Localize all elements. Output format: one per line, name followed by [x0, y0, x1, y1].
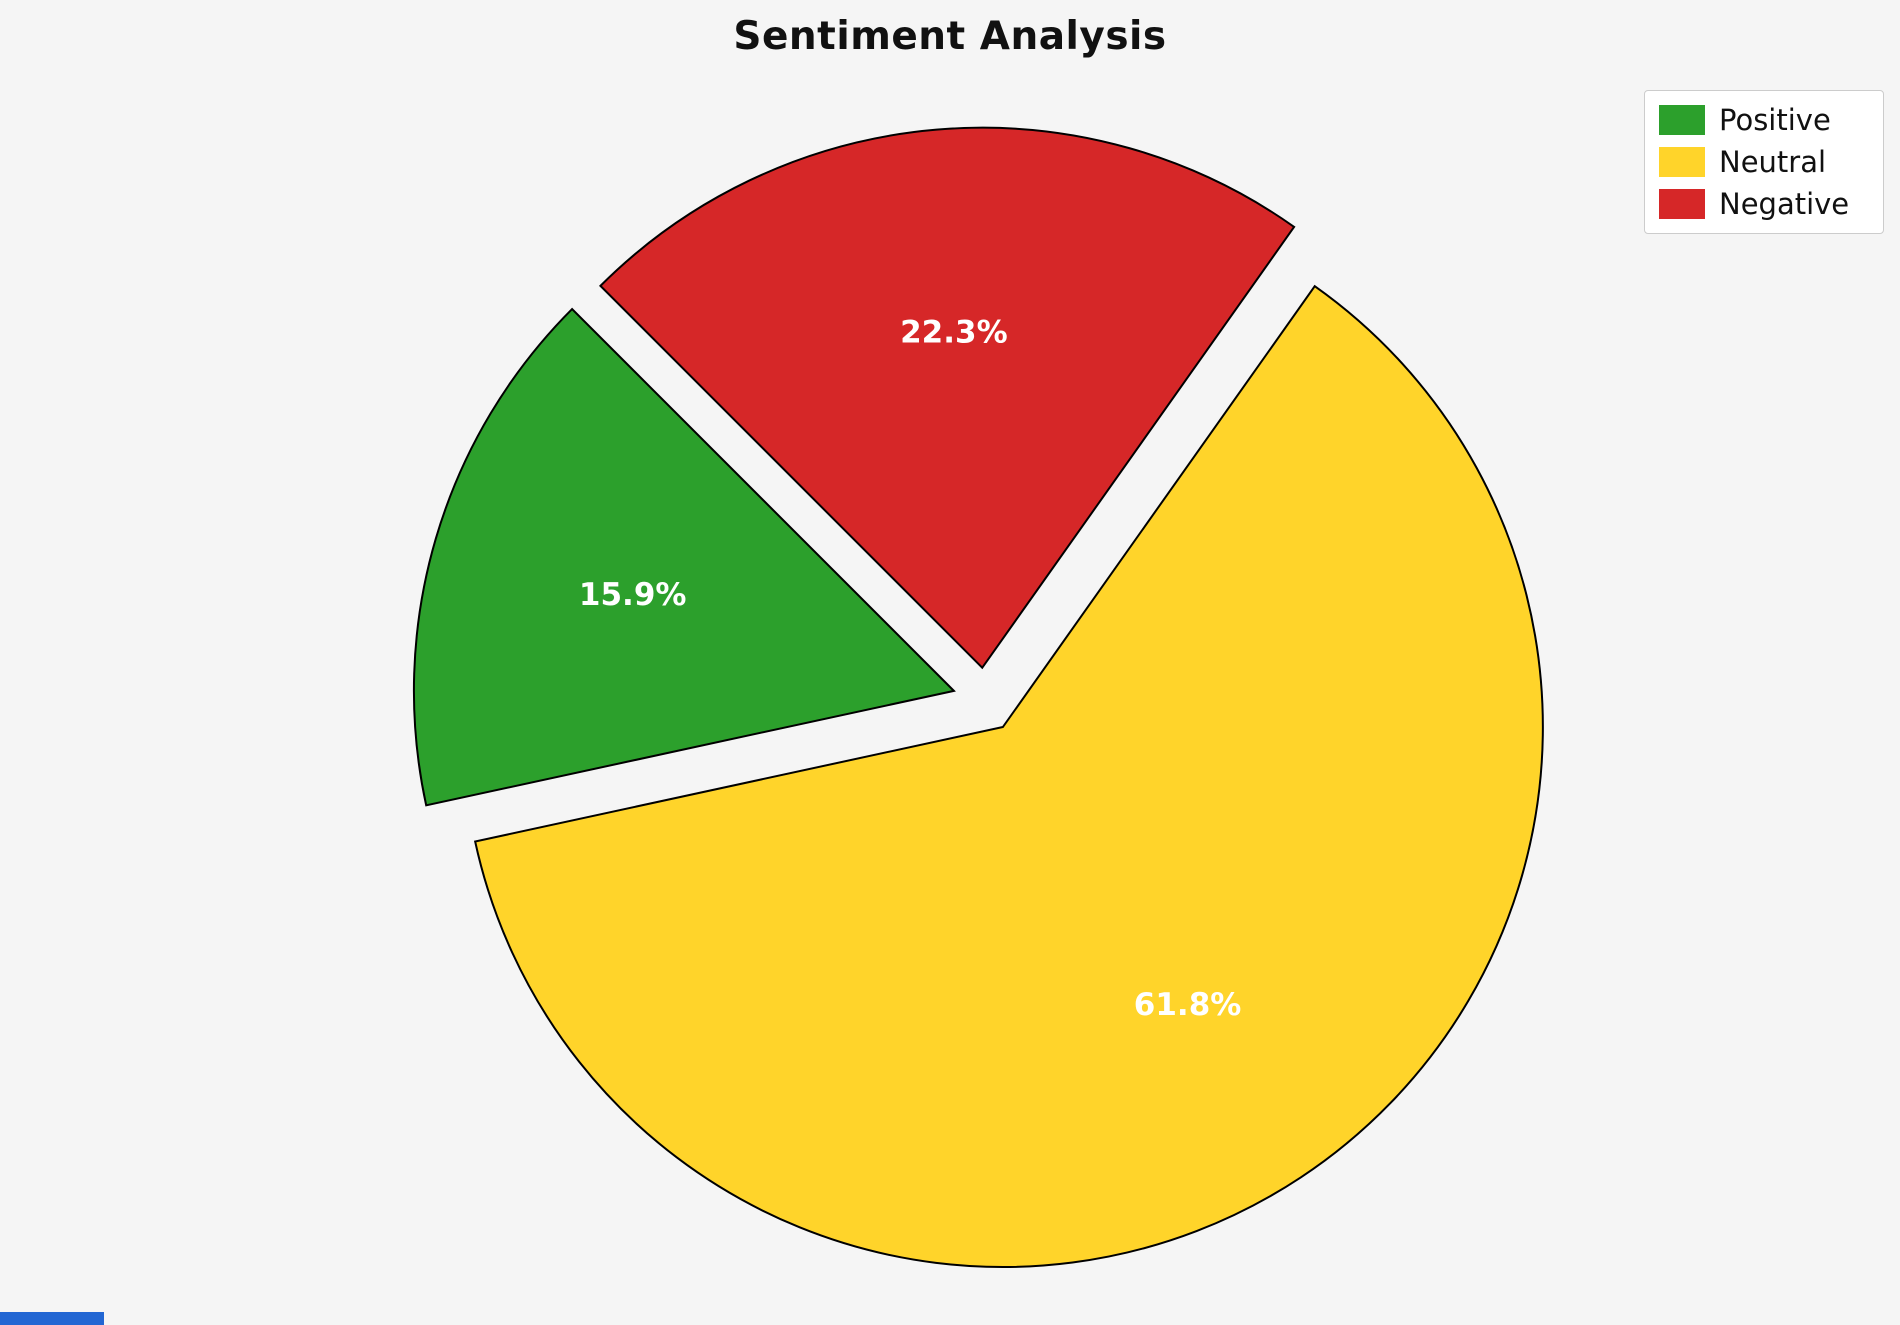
legend: Positive Neutral Negative [1644, 90, 1884, 234]
pie-slice-positive [412, 307, 956, 807]
pie-slice-neutral [473, 284, 1544, 1269]
bottom-left-accent-strip [0, 1312, 104, 1325]
legend-item-positive: Positive [1659, 105, 1863, 135]
slice-pct-label-negative: 22.3% [900, 315, 1008, 351]
legend-swatch-negative [1659, 189, 1705, 219]
legend-item-neutral: Neutral [1659, 147, 1863, 177]
slice-pct-label-neutral: 61.8% [1134, 987, 1242, 1023]
legend-item-negative: Negative [1659, 189, 1863, 219]
pie-slice-negative [599, 126, 1296, 670]
legend-label-positive: Positive [1719, 102, 1831, 137]
chart-title: Sentiment Analysis [733, 14, 1167, 59]
legend-swatch-positive [1659, 105, 1705, 135]
slice-pct-label-positive: 15.9% [579, 577, 687, 613]
legend-swatch-neutral [1659, 147, 1705, 177]
legend-label-negative: Negative [1719, 186, 1850, 221]
legend-label-neutral: Neutral [1719, 144, 1827, 179]
